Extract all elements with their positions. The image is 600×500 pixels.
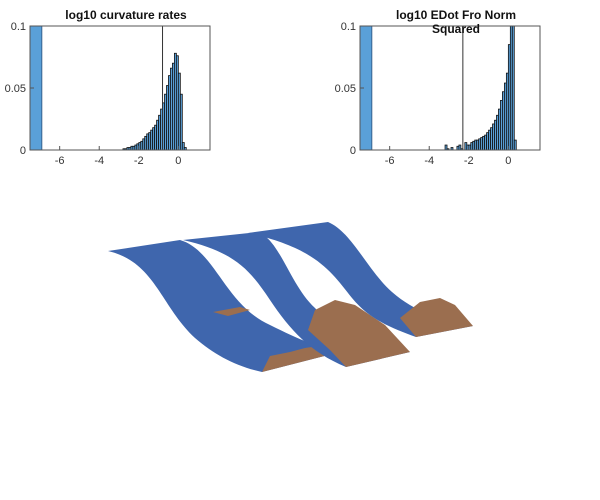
surface-3d-figure bbox=[108, 222, 473, 372]
histogram-bar bbox=[513, 139, 517, 151]
chart-title: log10 curvature rates bbox=[65, 8, 187, 22]
x-tick-label: -4 bbox=[424, 155, 434, 167]
x-tick-label: -2 bbox=[464, 155, 474, 167]
y-tick-label: 0 bbox=[20, 145, 26, 157]
x-tick-label: -6 bbox=[385, 155, 395, 167]
axes-box bbox=[29, 25, 211, 151]
surface-strip-2 bbox=[183, 232, 410, 367]
histogram-bar bbox=[179, 93, 183, 151]
surface-strip-1 bbox=[108, 240, 340, 372]
y-tick-label: 0.1 bbox=[341, 21, 356, 33]
x-tick-label: 0 bbox=[505, 155, 511, 167]
histogram-curvature-rates: log10 curvature rates -6 -4 -2 0 0 0.05 0.1 bbox=[0, 0, 250, 170]
x-tick-label: -6 bbox=[55, 155, 65, 167]
patch-region-3 bbox=[400, 298, 473, 337]
histogram-plot: -6 -4 -2 0 0 0.05 0.1 bbox=[335, 21, 541, 167]
histogram-bar bbox=[511, 25, 515, 151]
y-tick-label: 0.1 bbox=[11, 21, 26, 33]
x-tick-label: -2 bbox=[134, 155, 144, 167]
y-tick-label: 0.05 bbox=[335, 83, 356, 95]
x-tick-label: -4 bbox=[94, 155, 104, 167]
y-tick-label: 0.05 bbox=[5, 83, 26, 95]
surface-strip-3 bbox=[248, 222, 473, 337]
histogram-plot: -6 -4 -2 0 0 0.05 0.1 bbox=[5, 21, 211, 167]
x-tick-label: 0 bbox=[175, 155, 181, 167]
y-tick-label: 0 bbox=[350, 145, 356, 157]
patch-region-2 bbox=[308, 300, 410, 367]
histogram-edot-fro-norm: log10 EDot Fro Norm Squared -6 -4 -2 0 0 0.05… bbox=[330, 0, 580, 170]
chart-title: log10 EDot Fro Norm Squared bbox=[395, 8, 516, 36]
patch-speckle-1 bbox=[213, 307, 250, 316]
